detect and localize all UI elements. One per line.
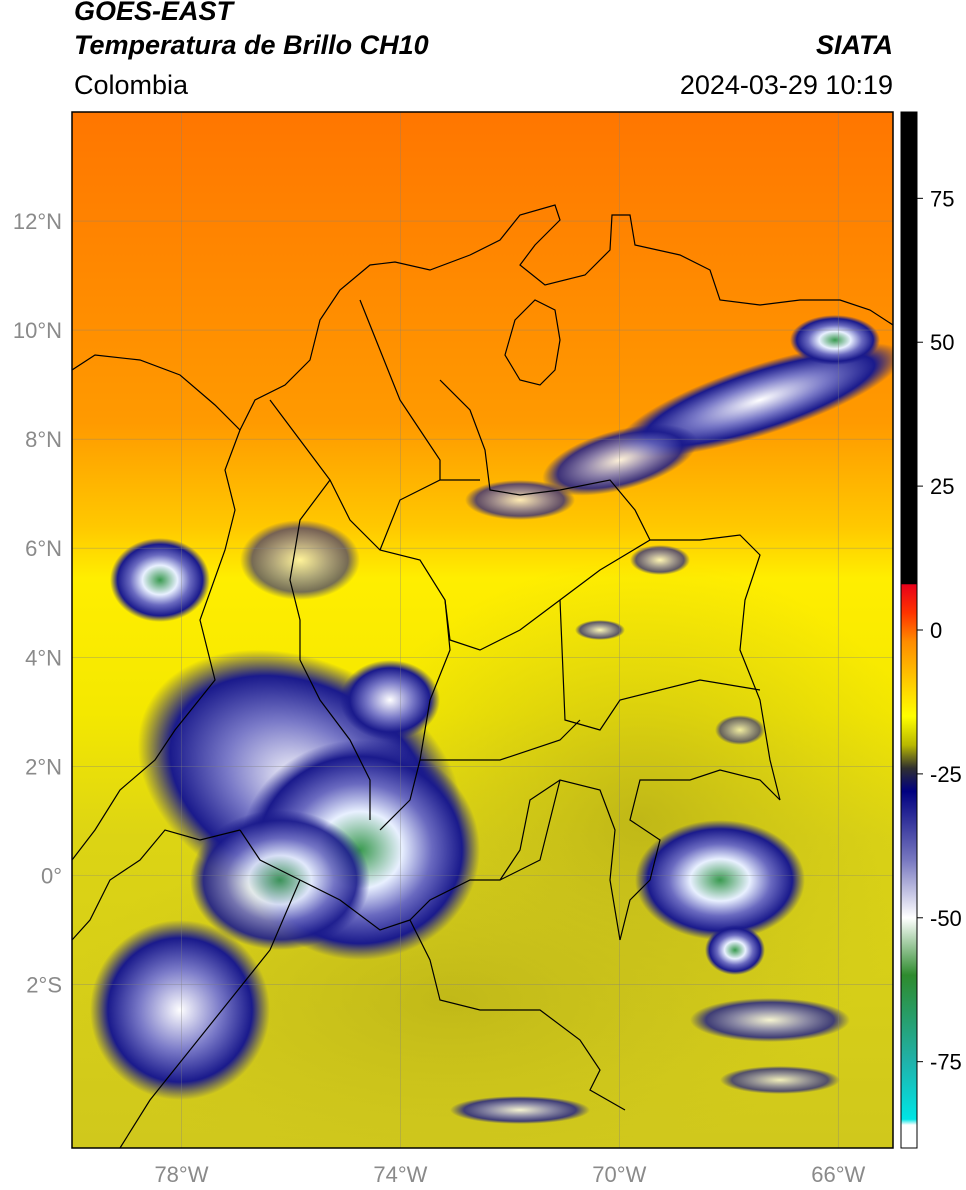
datetime-label: 2024-03-29 10:19 [679, 70, 893, 100]
colombia-brazil-border [409, 779, 626, 1111]
lat-tick-label: 2°N [25, 754, 62, 779]
latitude-labels: 12°N 10°N 8°N 6°N 4°N 2°N 0° 2°S [13, 209, 62, 997]
department-border [269, 399, 331, 660]
lon-tick-label: 78°W [154, 1162, 208, 1187]
colorbar-tick-label: 75 [930, 186, 954, 211]
department-border [299, 659, 371, 820]
pacific-coastline [72, 429, 241, 861]
lon-tick-label: 66°W [811, 1162, 865, 1187]
colorbar-tick-label: 50 [930, 330, 954, 355]
lat-tick-label: 4°N [25, 645, 62, 670]
lat-tick-label: 8°N [25, 427, 62, 452]
colorbar-tick-label: 25 [930, 474, 954, 499]
organization-label: SIATA [816, 30, 893, 60]
department-border [499, 779, 561, 881]
colorbar-tick-label: -75 [930, 1050, 962, 1075]
lat-tick-label: 2°S [26, 972, 62, 997]
department-border [379, 479, 480, 551]
venezuela-brazil-border [619, 769, 781, 941]
colorbar-scale [900, 111, 918, 1149]
venezuela-internal-border [444, 539, 651, 651]
product-title: Temperatura de Brillo CH10 [74, 30, 429, 60]
maracaibo-lake [504, 299, 561, 386]
lon-tick-label: 70°W [592, 1162, 646, 1187]
department-border [559, 599, 761, 731]
lat-tick-label: 12°N [13, 209, 62, 234]
colombia-peru-border [239, 829, 411, 931]
lat-tick-label: 6°N [25, 536, 62, 561]
colorbar-tick-label: -50 [930, 906, 962, 931]
colorbar-tick-label: -25 [930, 762, 962, 787]
colorbar-tick-label: 0 [930, 618, 942, 643]
department-border [329, 479, 451, 831]
colorbar: 75 50 25 0 -25 -50 -75 [900, 111, 962, 1149]
department-border [420, 719, 581, 761]
lon-tick-label: 74°W [373, 1162, 427, 1187]
lat-tick-label: 10°N [13, 318, 62, 343]
peru-coastline [119, 879, 301, 1148]
country-borders [72, 204, 893, 1148]
satellite-image [72, 112, 893, 1148]
longitude-labels: 78°W 74°W 70°W 66°W [154, 1162, 865, 1187]
lat-tick-label: 0° [41, 863, 62, 888]
satellite-title: GOES-EAST [74, 0, 234, 26]
department-border [359, 299, 441, 480]
caribbean-coastline [72, 204, 893, 432]
ecuador-border [72, 829, 241, 941]
map-frame [71, 111, 894, 1149]
region-label: Colombia [74, 70, 189, 100]
